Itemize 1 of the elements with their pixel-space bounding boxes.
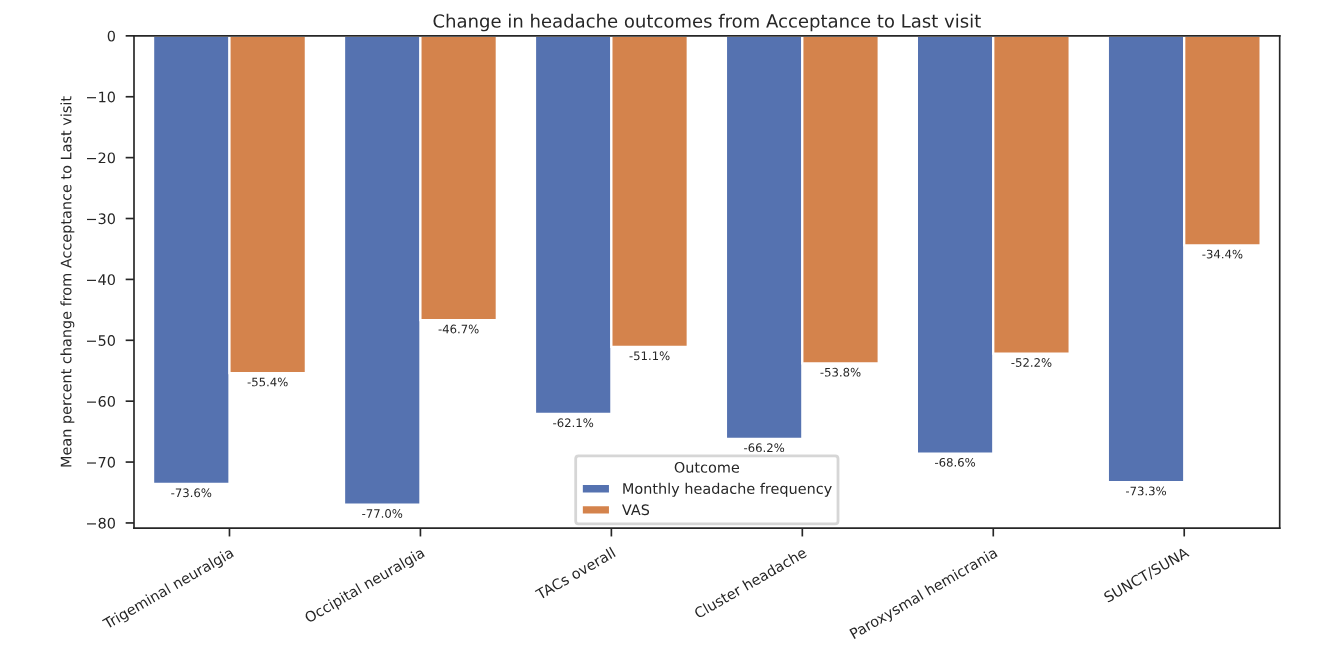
chart-title: Change in headache outcomes from Acceptance to Last visit [433,13,981,32]
